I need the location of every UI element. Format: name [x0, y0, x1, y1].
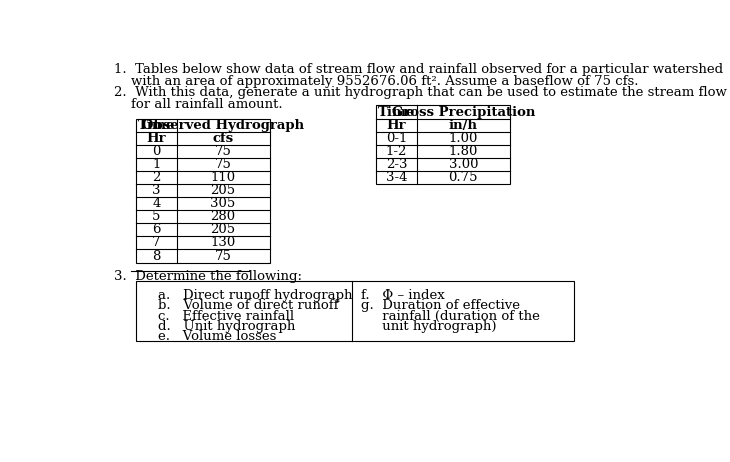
Text: a.   Direct runoff hydrograph: a. Direct runoff hydrograph — [158, 289, 353, 302]
Text: 6: 6 — [152, 223, 161, 237]
Text: 75: 75 — [215, 249, 231, 262]
Text: Time: Time — [378, 105, 415, 119]
Bar — [137, 281, 574, 341]
Text: Time: Time — [138, 119, 175, 132]
Text: 1.80: 1.80 — [448, 145, 478, 158]
Text: f.   Φ – index: f. Φ – index — [361, 289, 445, 302]
Text: 3-4: 3-4 — [386, 171, 407, 184]
Text: 2: 2 — [152, 171, 161, 184]
Text: Hr: Hr — [387, 119, 407, 132]
Text: 4: 4 — [152, 197, 161, 210]
Text: 205: 205 — [210, 223, 236, 237]
Text: 305: 305 — [210, 197, 236, 210]
Text: 3.  Determine the following:: 3. Determine the following: — [115, 270, 302, 283]
Text: 0-1: 0-1 — [386, 132, 407, 145]
Text: 280: 280 — [210, 210, 236, 223]
Text: 1.00: 1.00 — [448, 132, 478, 145]
Text: rainfall (duration of the: rainfall (duration of the — [361, 310, 539, 322]
Text: b.   Volume of direct runoff: b. Volume of direct runoff — [158, 299, 339, 312]
Text: for all rainfall amount.: for all rainfall amount. — [115, 98, 283, 111]
Text: 2-3: 2-3 — [386, 158, 407, 171]
Text: 130: 130 — [210, 237, 236, 249]
Text: 75: 75 — [215, 145, 231, 158]
Text: Hr: Hr — [147, 132, 166, 145]
Text: 0.75: 0.75 — [448, 171, 478, 184]
Text: Gross Precipitation: Gross Precipitation — [391, 105, 535, 119]
Bar — [137, 119, 269, 262]
Text: in/h: in/h — [449, 119, 477, 132]
Text: 7: 7 — [152, 237, 161, 249]
Text: c.   Effective rainfall: c. Effective rainfall — [158, 310, 294, 322]
Text: 205: 205 — [210, 184, 236, 197]
Text: 75: 75 — [215, 158, 231, 171]
Text: d.   Unit hydrograph: d. Unit hydrograph — [158, 320, 295, 333]
Text: cfs: cfs — [212, 132, 234, 145]
Text: 8: 8 — [152, 249, 161, 262]
Text: 3: 3 — [152, 184, 161, 197]
Text: 0: 0 — [152, 145, 161, 158]
Text: with an area of approximately 9552676.06 ft². Assume a baseflow of 75 cfs.: with an area of approximately 9552676.06… — [115, 75, 639, 88]
Text: 1.  Tables below show data of stream flow and rainfall observed for a particular: 1. Tables below show data of stream flow… — [115, 63, 723, 76]
Text: 1: 1 — [152, 158, 161, 171]
Text: unit hydrograph): unit hydrograph) — [361, 320, 496, 333]
Text: Observed Hydrograph: Observed Hydrograph — [142, 119, 304, 132]
Text: 3.00: 3.00 — [448, 158, 478, 171]
Text: 2.  With this data, generate a unit hydrograph that can be used to estimate the : 2. With this data, generate a unit hydro… — [115, 86, 727, 99]
Text: 1-2: 1-2 — [386, 145, 407, 158]
Text: 5: 5 — [152, 210, 161, 223]
Text: e.   Volume losses: e. Volume losses — [158, 330, 276, 343]
Bar — [377, 105, 510, 184]
Text: g.  Duration of effective: g. Duration of effective — [361, 299, 520, 312]
Text: 110: 110 — [210, 171, 236, 184]
